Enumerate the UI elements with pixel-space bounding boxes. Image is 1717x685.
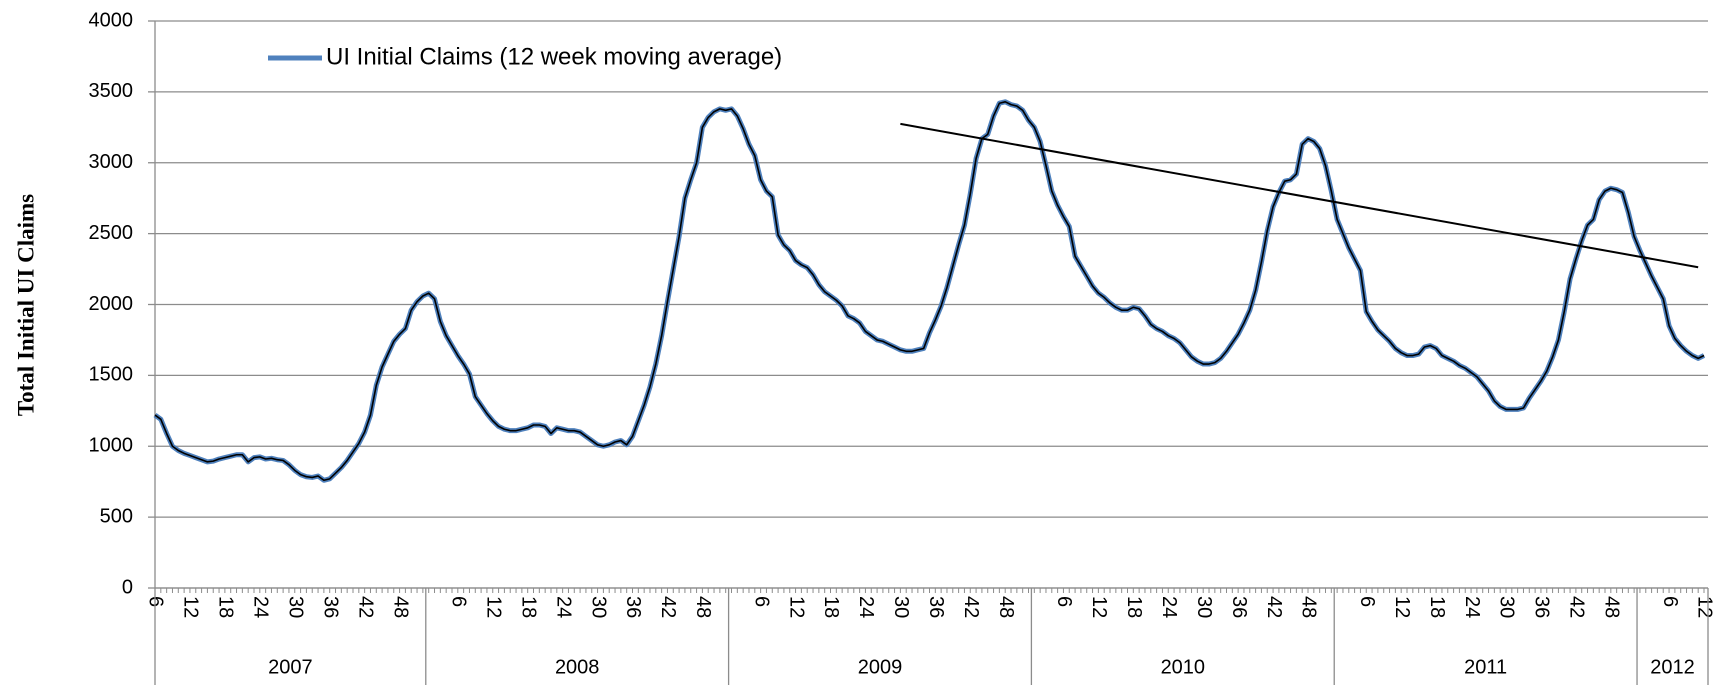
x-tick-label: 36 (925, 596, 947, 618)
x-tick-label: 48 (995, 596, 1017, 618)
x-tick-label: 36 (622, 596, 644, 618)
legend-label: UI Initial Claims (12 week moving averag… (326, 43, 782, 70)
x-tick-label: 36 (1531, 596, 1553, 618)
y-tick-label: 0 (122, 576, 133, 598)
x-tick-label: 30 (1193, 596, 1215, 618)
x-tick-label: 36 (319, 596, 341, 618)
series-line (153, 99, 1706, 483)
x-tick-label: 30 (890, 596, 912, 618)
x-tick-label: 6 (145, 596, 167, 607)
y-axis-label: Total Initial UI Claims (13, 194, 38, 416)
y-tick-label: 1500 (89, 364, 134, 386)
x-tick-label: 30 (284, 596, 306, 618)
x-tick-label: 12 (180, 596, 202, 618)
series-line-outline (154, 101, 1705, 482)
x-tick-label: 18 (517, 596, 539, 618)
x-tick-label: 12 (482, 596, 504, 618)
x-tick-label: 42 (960, 596, 982, 618)
x-tick-label: 18 (215, 596, 237, 618)
year-label: 2011 (1464, 656, 1507, 678)
x-tick-label: 6 (750, 596, 772, 607)
x-tick-label: 48 (692, 596, 714, 618)
y-tick-label: 1000 (89, 435, 134, 457)
x-tick-label: 12 (1694, 596, 1716, 618)
x-tick-label: 12 (1088, 596, 1110, 618)
x-tick-label: 42 (1566, 596, 1588, 618)
y-tick-label: 3000 (89, 151, 134, 173)
y-tick-label: 500 (100, 505, 133, 527)
x-tick-label: 42 (1263, 596, 1285, 618)
x-tick-label: 30 (1496, 596, 1518, 618)
year-label: 2009 (858, 656, 903, 678)
year-label: 2010 (1161, 656, 1206, 678)
x-tick-label: 48 (1298, 596, 1320, 618)
year-label: 2007 (268, 656, 313, 678)
x-tick-label: 6 (1053, 596, 1075, 607)
trendline (900, 122, 1699, 269)
x-tick-label: 6 (1659, 596, 1681, 607)
x-tick-label: 12 (1391, 596, 1413, 618)
x-tick-label: 24 (552, 596, 574, 618)
x-tick-label: 48 (1601, 596, 1623, 618)
x-tick-label: 48 (389, 596, 411, 618)
y-tick-label: 2500 (89, 222, 134, 244)
x-tick-label: 30 (587, 596, 609, 618)
x-tick-label: 24 (1158, 596, 1180, 618)
x-tick-label: 24 (855, 596, 877, 618)
y-tick-label: 2000 (89, 293, 134, 315)
x-tick-label: 24 (1461, 596, 1483, 618)
x-tick-label: 12 (785, 596, 807, 618)
x-tick-label: 18 (1123, 596, 1145, 618)
year-label: 2008 (555, 656, 600, 678)
x-tick-label: 18 (1426, 596, 1448, 618)
x-tick-label: 42 (657, 596, 679, 618)
x-tick-label: 36 (1228, 596, 1250, 618)
y-tick-label: 4000 (89, 9, 134, 31)
x-tick-label: 6 (448, 596, 470, 607)
x-tick-label: 18 (820, 596, 842, 618)
y-tick-label: 3500 (89, 80, 134, 102)
x-tick-label: 24 (250, 596, 272, 618)
year-label: 2012 (1650, 656, 1695, 678)
x-tick-label: 42 (354, 596, 376, 618)
x-tick-label: 6 (1356, 596, 1378, 607)
